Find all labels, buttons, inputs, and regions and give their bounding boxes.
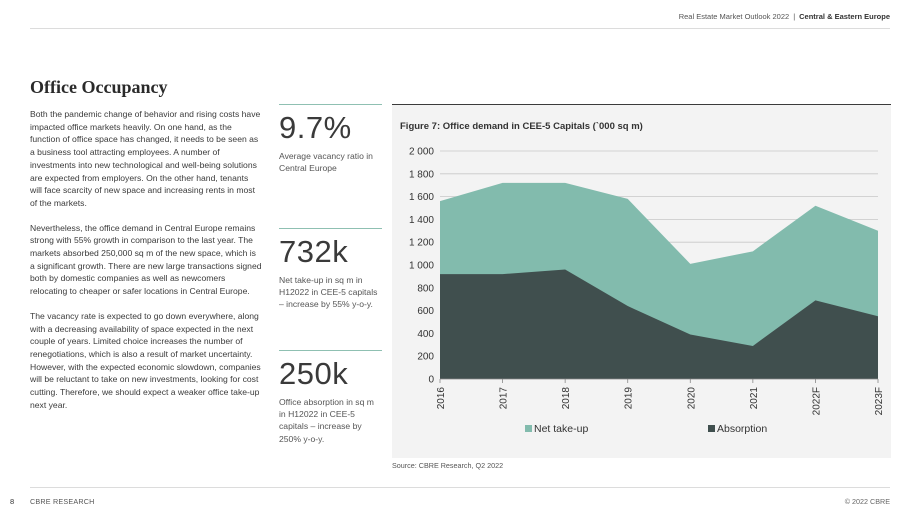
kpi-description: Average vacancy ratio in Central Europe: [279, 151, 373, 174]
kpi-net-take-up: 732k Net take-up in sq m in H12022 in CE…: [279, 228, 382, 311]
y-tick-label: 400: [417, 329, 434, 340]
x-tick-label: 2023F: [874, 387, 885, 415]
kpi-value: 250k: [279, 356, 349, 391]
kpi-absorption: 250k Office absorption in sq m in H12022…: [279, 350, 382, 445]
office-demand-chart: 0 200 400 600 800 1 000 1 200 1 400 1 600 1 800 2 …: [409, 147, 885, 436]
y-tick-label: 1 000: [409, 261, 434, 272]
y-tick-label: 1 800: [409, 169, 434, 180]
report-region: Central & Eastern Europe: [799, 12, 890, 21]
x-tick-label: 2017: [499, 387, 510, 410]
x-tick-label: 2022F: [811, 387, 822, 415]
kpi-value: 732k: [279, 234, 349, 269]
body-paragraph: Nevertheless, the office demand in Centr…: [30, 222, 262, 297]
footer-divider: [30, 487, 890, 488]
y-tick-label: 1 200: [409, 238, 434, 249]
footer-publisher: CBRE RESEARCH: [30, 497, 95, 506]
legend-label: Absorption: [717, 423, 767, 435]
body-text: Both the pandemic change of behavior and…: [30, 108, 262, 423]
body-paragraph: The vacancy rate is expected to go down …: [30, 310, 261, 410]
y-tick-label: 600: [417, 306, 434, 317]
x-tick-label: 2019: [624, 387, 635, 410]
y-tick-label: 0: [428, 375, 434, 386]
report-title: Real Estate Market Outlook 2022: [678, 12, 790, 21]
kpi-value: 9.7%: [279, 110, 352, 145]
series-area-absorption: [440, 269, 878, 379]
body-paragraph: Both the pandemic change of behavior and…: [30, 109, 261, 208]
y-tick-label: 200: [417, 352, 434, 363]
y-tick-label: 2 000: [409, 147, 434, 158]
x-tick-label: 2020: [686, 387, 697, 410]
kpi-description: Net take-up in sq m in H12022 in CEE-5 c…: [279, 275, 378, 310]
legend-swatch: [525, 425, 532, 432]
header-divider: [30, 28, 890, 29]
kpi-vacancy: 9.7% Average vacancy ratio in Central Eu…: [279, 104, 382, 174]
y-tick-label: 1 400: [409, 215, 434, 226]
x-tick-label: 2018: [561, 387, 572, 410]
chart-panel: Figure 7: Office demand in CEE-5 Capital…: [392, 104, 891, 458]
page-header: Real Estate Market Outlook 2022 | Central …: [679, 12, 890, 21]
legend-label: Net take-up: [534, 423, 588, 435]
chart-title: Figure 7: Office demand in CEE-5 Capital…: [400, 121, 643, 132]
page-title: Office Occupancy: [30, 77, 168, 97]
footer-copyright: © 2022 CBRE: [844, 497, 890, 506]
y-tick-label: 1 600: [409, 192, 434, 203]
x-tick-label: 2016: [436, 387, 447, 410]
chart-source: Source: CBRE Research, Q2 2022: [392, 461, 504, 470]
legend-swatch: [708, 425, 715, 432]
kpi-description: Office absorption in sq m in H12022 in C…: [279, 397, 374, 444]
header-separator: |: [793, 12, 796, 21]
y-tick-label: 800: [417, 283, 434, 294]
page-number: 8: [10, 497, 15, 506]
x-tick-label: 2021: [749, 387, 760, 410]
